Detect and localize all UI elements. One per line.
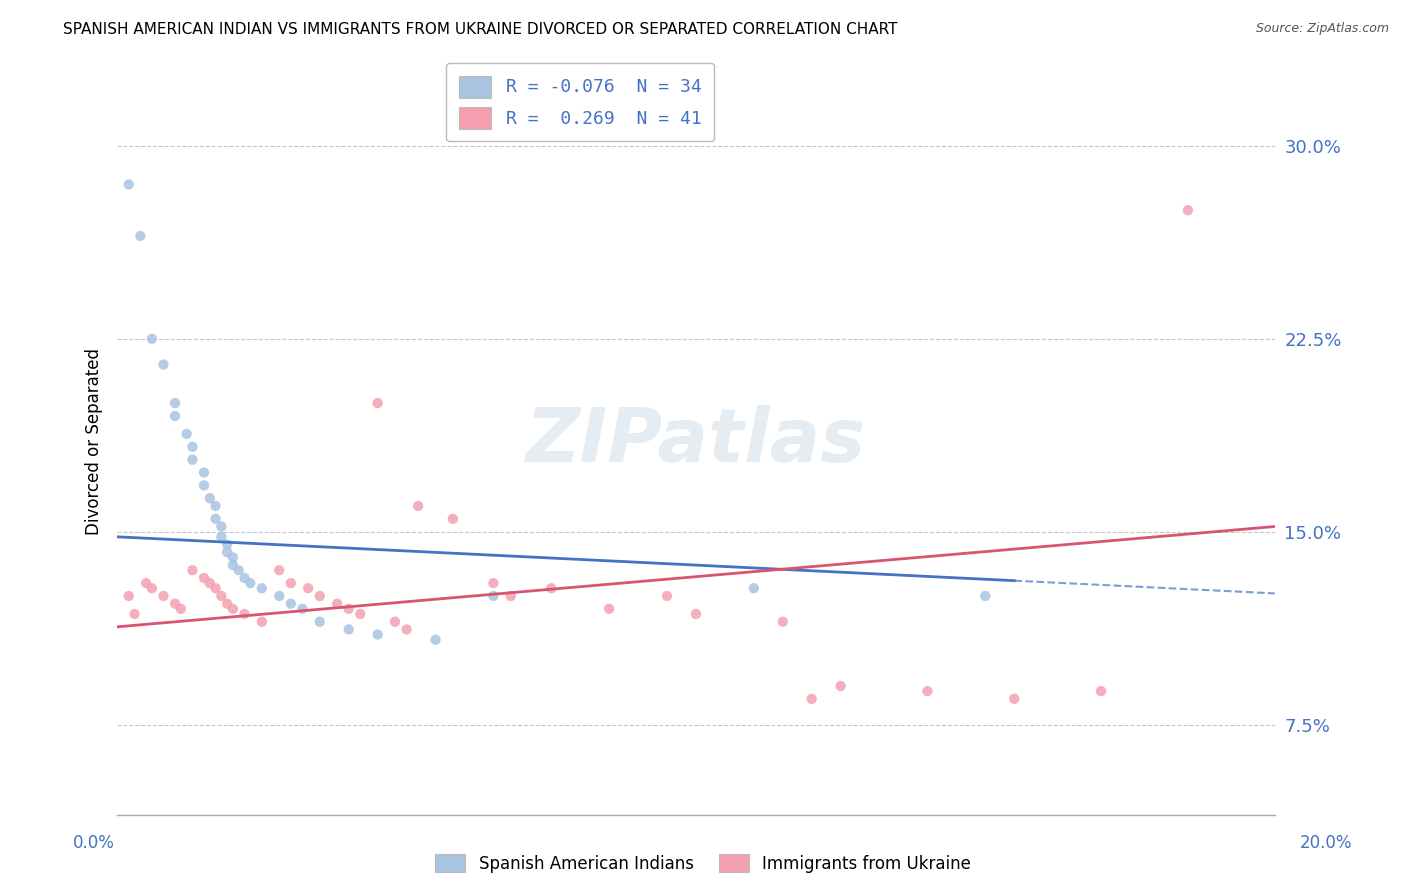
Point (250, 581, 273, 595)
Point (233, 571, 256, 585)
Point (337, 623, 360, 637)
Point (384, 615, 406, 629)
Point (499, 589, 522, 603)
Point (482, 576, 505, 591)
Point (326, 597, 349, 611)
Point (395, 623, 418, 637)
Point (198, 491, 221, 506)
Point (193, 571, 215, 585)
Point (280, 597, 302, 611)
Point (337, 602, 360, 616)
Point (204, 512, 226, 526)
Point (152, 589, 174, 603)
Point (974, 589, 997, 603)
Point (193, 466, 215, 480)
Point (655, 589, 678, 603)
Point (1002, 691, 1025, 706)
Point (441, 512, 464, 526)
Point (367, 396, 389, 410)
Text: 20.0%: 20.0% (1301, 834, 1353, 852)
Point (141, 581, 163, 595)
Point (250, 615, 273, 629)
Point (308, 589, 330, 603)
Point (239, 576, 262, 591)
Point (165, 597, 187, 611)
Point (204, 581, 226, 595)
Point (598, 602, 620, 616)
Point (198, 576, 221, 591)
Point (367, 627, 389, 641)
Text: ZIPatlas: ZIPatlas (526, 405, 866, 478)
Point (222, 550, 245, 565)
Point (540, 581, 562, 595)
Point (308, 615, 330, 629)
Point (297, 581, 319, 595)
Point (209, 589, 232, 603)
Point (181, 440, 204, 454)
Point (406, 499, 429, 513)
Point (772, 615, 794, 629)
Point (269, 563, 291, 577)
Point (830, 679, 852, 693)
Legend: Spanish American Indians, Immigrants from Ukraine: Spanish American Indians, Immigrants fro… (429, 847, 977, 880)
Text: 0.0%: 0.0% (73, 834, 115, 852)
Point (800, 691, 823, 706)
Point (141, 332, 163, 346)
Point (118, 589, 141, 603)
Point (181, 563, 204, 577)
Point (165, 396, 187, 410)
Point (1090, 684, 1112, 698)
Point (118, 178, 141, 192)
Point (280, 576, 302, 591)
Point (917, 684, 939, 698)
Point (1177, 203, 1199, 218)
Text: SPANISH AMERICAN INDIAN VS IMMIGRANTS FROM UKRAINE DIVORCED OR SEPARATED CORRELA: SPANISH AMERICAN INDIAN VS IMMIGRANTS FR… (63, 22, 898, 37)
Point (349, 607, 371, 621)
Legend: R = -0.076  N = 34, R =  0.269  N = 41: R = -0.076 N = 34, R = 0.269 N = 41 (446, 62, 714, 141)
Point (209, 530, 232, 544)
Point (228, 563, 250, 577)
Point (425, 632, 447, 647)
Point (222, 558, 245, 573)
Point (269, 589, 291, 603)
Point (152, 358, 174, 372)
Point (129, 228, 152, 243)
Point (482, 589, 505, 603)
Point (742, 581, 765, 595)
Point (291, 602, 314, 616)
Point (217, 545, 239, 559)
Point (217, 537, 239, 551)
Y-axis label: Divorced or Separated: Divorced or Separated (86, 348, 103, 535)
Point (176, 426, 198, 441)
Point (217, 597, 239, 611)
Point (135, 576, 157, 591)
Point (165, 409, 187, 423)
Point (209, 519, 232, 533)
Point (181, 452, 204, 467)
Point (204, 499, 226, 513)
Point (233, 607, 256, 621)
Point (124, 607, 146, 621)
Point (170, 602, 193, 616)
Text: Source: ZipAtlas.com: Source: ZipAtlas.com (1256, 22, 1389, 36)
Point (685, 607, 707, 621)
Point (193, 478, 215, 492)
Point (222, 602, 245, 616)
